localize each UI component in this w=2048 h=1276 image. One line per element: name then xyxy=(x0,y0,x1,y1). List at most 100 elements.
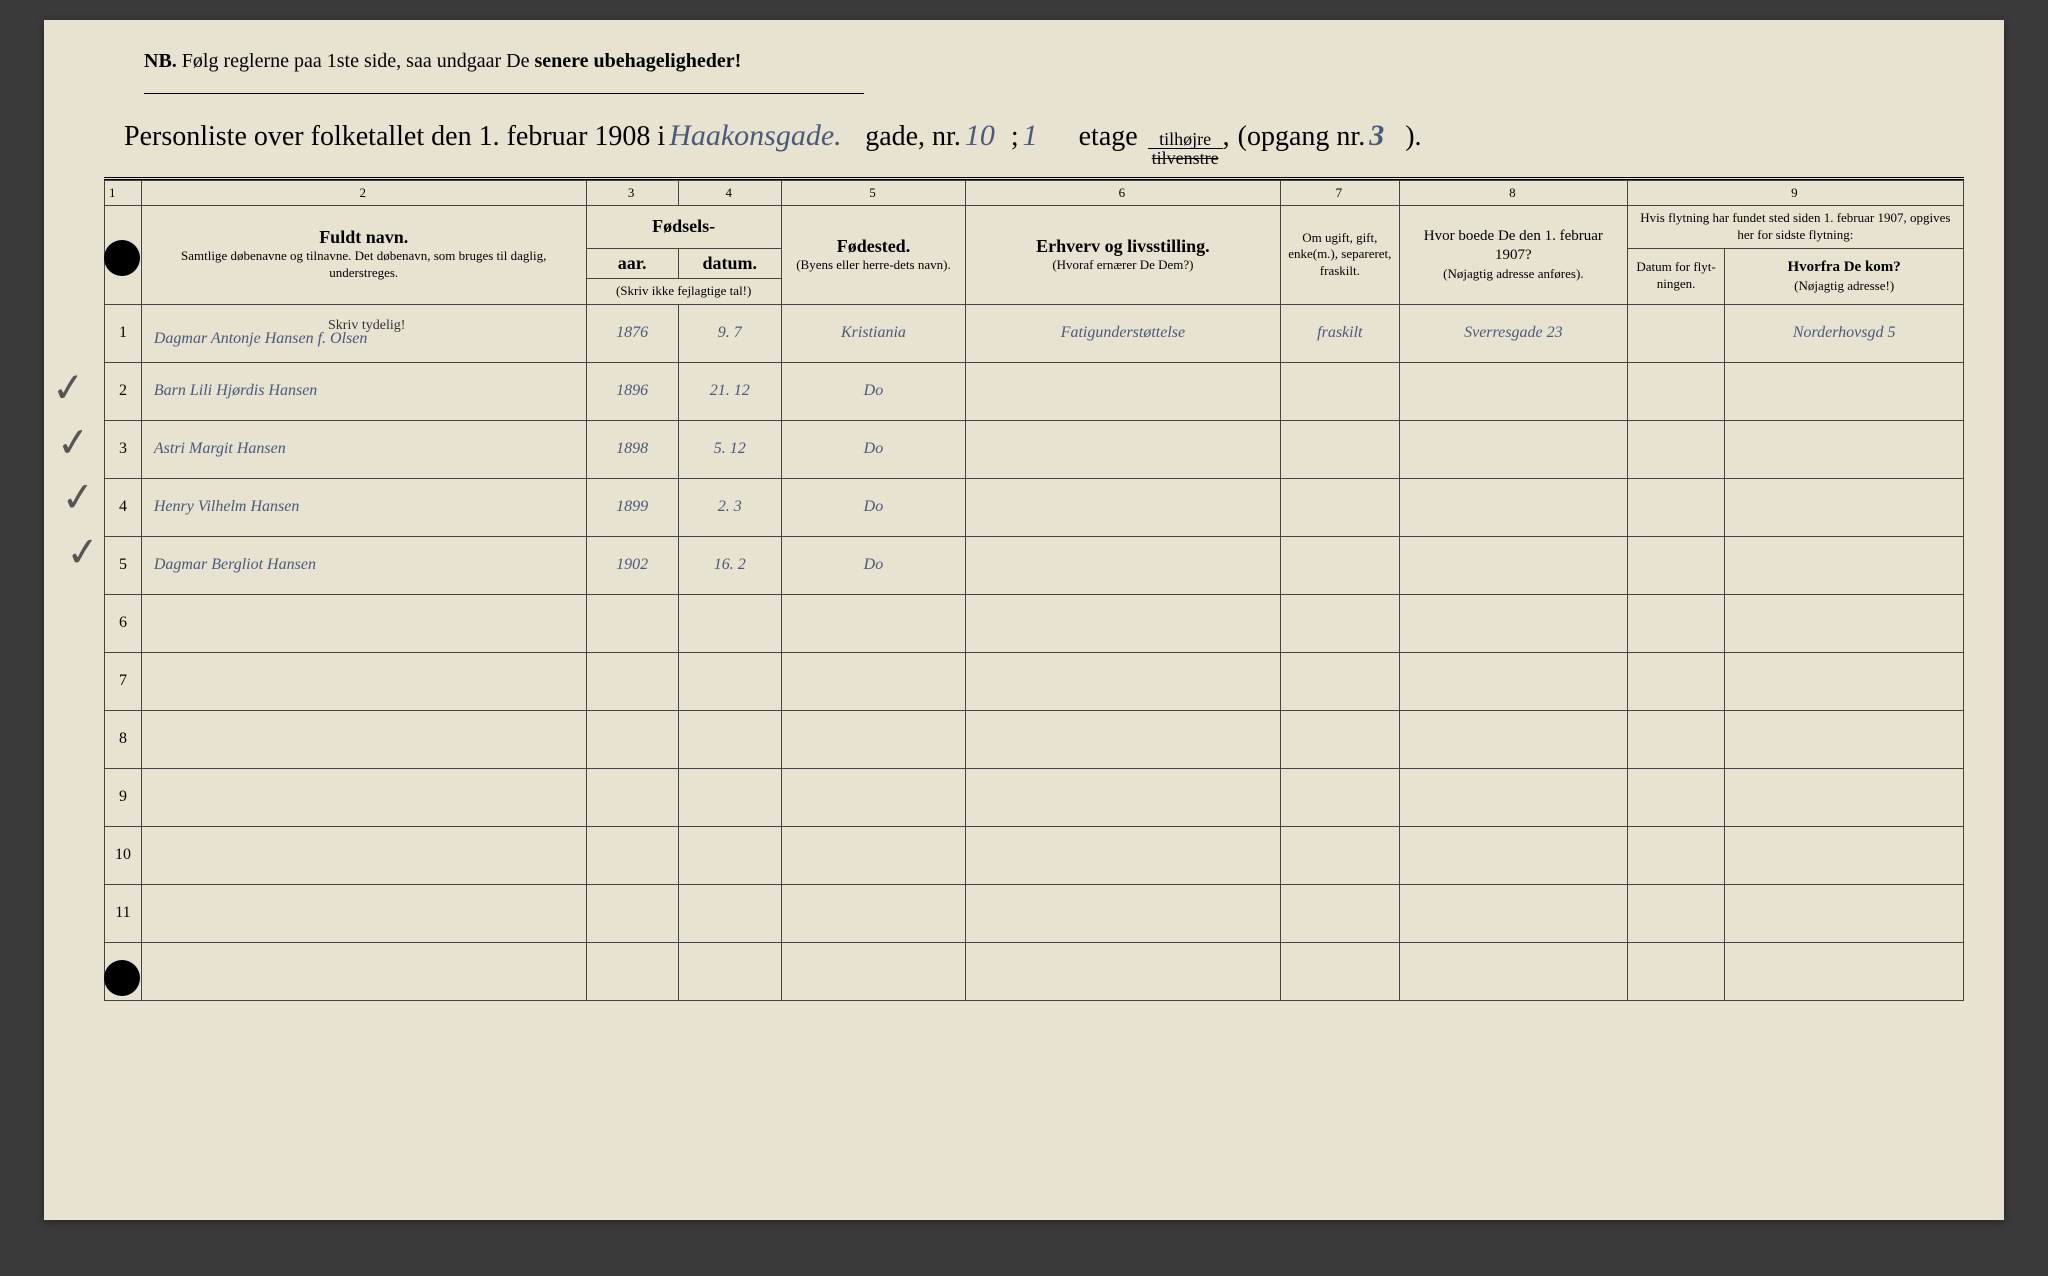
tilvenstre-option: tilvenstre xyxy=(1148,149,1223,167)
colnum-7: 7 xyxy=(1280,181,1399,206)
cell-date xyxy=(678,652,781,710)
cell-place: Do xyxy=(781,536,965,594)
cell-movedate xyxy=(1627,362,1725,420)
cell-status xyxy=(1280,826,1399,884)
title-opgang: (opgang nr. xyxy=(1238,121,1366,153)
cell-occupation: Fatigunderstøttelse xyxy=(966,304,1281,362)
header-movefrom-sub: (Nøjagtig adresse!) xyxy=(1731,278,1957,295)
cell-year: 1898 xyxy=(586,420,678,478)
street-handwritten: Haakonsgade. xyxy=(665,119,865,153)
header-fullname: Fuldt navn. Samtlige døbenavne og tilnav… xyxy=(141,206,586,305)
cell-nr: 1 xyxy=(105,304,142,362)
cell-name xyxy=(141,710,586,768)
colnum-2: 2 xyxy=(141,181,586,206)
cell-prev-address: Sverresgade 23 xyxy=(1399,304,1627,362)
cell-occupation xyxy=(966,942,1281,1000)
cell-year xyxy=(586,652,678,710)
cell-place: Do xyxy=(781,362,965,420)
cell-nr: 9 xyxy=(105,768,142,826)
side-selector: tilhøjre tilvenstre xyxy=(1148,130,1223,167)
cell-occupation xyxy=(966,884,1281,942)
table-row: 12 xyxy=(105,942,1964,1000)
cell-movedate xyxy=(1627,768,1725,826)
margin-checkmarks: ✓✓✓✓ xyxy=(49,359,102,581)
cell-status xyxy=(1280,652,1399,710)
table-header: 1 2 3 4 5 6 7 8 9 Nr. Fuldt navn. Samtli… xyxy=(105,181,1964,305)
cell-date xyxy=(678,942,781,1000)
cell-movefrom xyxy=(1725,768,1964,826)
colnum-3: 3 xyxy=(586,181,678,206)
header-birthplace-sub: (Byens eller herre-dets navn). xyxy=(788,257,959,274)
header-skriv-ikke: (Skriv ikke fejlagtige tal!) xyxy=(586,278,781,304)
cell-movefrom xyxy=(1725,942,1964,1000)
table-row: 1Skriv tydelig!Dagmar Antonje Hansen f. … xyxy=(105,304,1964,362)
cell-movefrom xyxy=(1725,884,1964,942)
cell-name xyxy=(141,594,586,652)
cell-name: Barn Lili Hjørdis Hansen xyxy=(141,362,586,420)
cell-prev-address xyxy=(1399,710,1627,768)
cell-movefrom xyxy=(1725,478,1964,536)
cell-status xyxy=(1280,768,1399,826)
header-date: datum. xyxy=(678,248,781,278)
nb-notice: NB. Følg reglerne paa 1ste side, saa und… xyxy=(144,50,1964,73)
table-row: 7 xyxy=(105,652,1964,710)
title-comma: , xyxy=(1223,121,1230,153)
header-fullname-main: Fuldt navn. xyxy=(148,227,580,248)
colnum-6: 6 xyxy=(966,181,1281,206)
nb-underline xyxy=(144,93,864,94)
cell-prev-address xyxy=(1399,942,1627,1000)
cell-place xyxy=(781,826,965,884)
cell-name xyxy=(141,884,586,942)
header-birthplace: Fødested. (Byens eller herre-dets navn). xyxy=(781,206,965,305)
cell-name xyxy=(141,826,586,884)
cell-year: 1899 xyxy=(586,478,678,536)
cell-year: 1896 xyxy=(586,362,678,420)
cell-occupation xyxy=(966,362,1281,420)
cell-movedate xyxy=(1627,652,1725,710)
table-row: 11 xyxy=(105,884,1964,942)
cell-date: 16. 2 xyxy=(678,536,781,594)
cell-prev-address xyxy=(1399,594,1627,652)
cell-place: Kristiania xyxy=(781,304,965,362)
cell-date: 5. 12 xyxy=(678,420,781,478)
cell-prev-address xyxy=(1399,826,1627,884)
title-gade: gade, nr. xyxy=(865,121,961,153)
cell-date: 21. 12 xyxy=(678,362,781,420)
housenr-handwritten: 10 xyxy=(961,119,1011,153)
header-status: Om ugift, gift, enke(m.), separeret, fra… xyxy=(1280,206,1399,305)
cell-nr: 6 xyxy=(105,594,142,652)
punch-hole-bottom xyxy=(104,960,140,996)
cell-status xyxy=(1280,942,1399,1000)
cell-prev-address xyxy=(1399,652,1627,710)
cell-movefrom xyxy=(1725,420,1964,478)
cell-occupation xyxy=(966,594,1281,652)
cell-year: 1876 xyxy=(586,304,678,362)
table-row: 3Astri Margit Hansen18985. 12Do xyxy=(105,420,1964,478)
table-row: 5Dagmar Bergliot Hansen190216. 2Do xyxy=(105,536,1964,594)
nb-text: Følg reglerne paa 1ste side, saa undgaar… xyxy=(182,50,535,72)
cell-name: Dagmar Bergliot Hansen xyxy=(141,536,586,594)
cell-occupation xyxy=(966,420,1281,478)
cell-movedate xyxy=(1627,884,1725,942)
cell-status xyxy=(1280,594,1399,652)
cell-name: Henry Vilhelm Hansen xyxy=(141,478,586,536)
header-occupation-main: Erhverv og livsstilling. xyxy=(972,236,1274,257)
header-move-top: Hvis flytning har fundet sted siden 1. f… xyxy=(1627,206,1963,249)
cell-place xyxy=(781,942,965,1000)
cell-prev-address xyxy=(1399,884,1627,942)
table-row: 8 xyxy=(105,710,1964,768)
colnum-1: 1 xyxy=(105,181,142,206)
cell-year xyxy=(586,884,678,942)
title-etage: etage xyxy=(1079,121,1138,153)
cell-date: 9. 7 xyxy=(678,304,781,362)
colnum-9: 9 xyxy=(1627,181,1963,206)
cell-nr: 7 xyxy=(105,652,142,710)
cell-nr: 8 xyxy=(105,710,142,768)
cell-prev-address xyxy=(1399,420,1627,478)
cell-movedate xyxy=(1627,942,1725,1000)
header-fullname-sub: Samtlige døbenavne og tilnavne. Det døbe… xyxy=(148,248,580,282)
cell-movedate xyxy=(1627,594,1725,652)
cell-occupation xyxy=(966,826,1281,884)
table-body: 1Skriv tydelig!Dagmar Antonje Hansen f. … xyxy=(105,304,1964,1000)
floor-handwritten: 1 xyxy=(1019,119,1059,153)
